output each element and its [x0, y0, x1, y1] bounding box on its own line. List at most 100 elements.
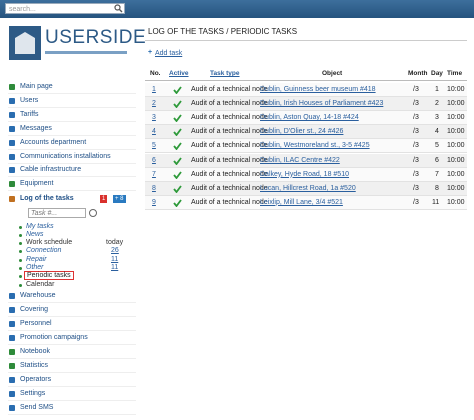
menu-item[interactable]: Main page	[20, 83, 53, 90]
menu-item[interactable]: Users	[20, 96, 39, 104]
submenu-item[interactable]: Other	[26, 264, 44, 271]
row-number[interactable]: 6	[152, 156, 156, 164]
row-number[interactable]: 4	[152, 128, 156, 136]
title-rule	[145, 40, 467, 41]
row-number[interactable]: 9	[152, 198, 156, 206]
table-row	[145, 111, 467, 126]
table-header[interactable]: Active	[169, 70, 189, 77]
menu-icon	[9, 125, 15, 132]
row-number[interactable]: 1	[152, 86, 156, 93]
submenu-count[interactable]: today	[106, 239, 124, 246]
submenu-item[interactable]: Periodic tasks	[24, 271, 74, 280]
search-input[interactable]: search...	[5, 3, 125, 14]
object-link[interactable]: Dalkey, Hyde Road, 18 #510	[260, 170, 349, 178]
object-link[interactable]: Dublin, ILAC Centre #422	[260, 156, 340, 164]
task-type: Audit of a technical node	[191, 184, 268, 192]
table-header: Month	[408, 70, 428, 77]
table-row	[145, 167, 467, 182]
menu-separator	[8, 106, 136, 108]
submenu-item[interactable]: Connection	[26, 247, 62, 254]
month: /3	[413, 198, 419, 206]
menu-icon	[9, 196, 15, 202]
submenu-count[interactable]: 26	[111, 247, 119, 254]
object-link[interactable]: Leixlip, Mill Lane, 3/4 #521	[260, 198, 343, 206]
menu-item[interactable]: Covering	[20, 306, 49, 313]
menu-separator	[8, 134, 136, 136]
task-type: Audit of a technical node	[191, 198, 268, 206]
menu-separator	[8, 330, 136, 331]
object-link[interactable]: Lucan, Hillcrest Road, 1a #520	[260, 184, 356, 192]
month: /3	[413, 142, 419, 150]
row-number[interactable]: 2	[152, 100, 156, 108]
menu-item[interactable]: Communications installations	[20, 152, 111, 160]
submenu-item[interactable]: Work schedule	[26, 239, 73, 246]
day: 1	[435, 86, 439, 93]
menu-item[interactable]: Personnel	[20, 320, 52, 327]
submenu-count[interactable]: 11	[111, 256, 119, 263]
badge-blue[interactable]: + 8	[113, 195, 126, 203]
menu-item[interactable]: Equipment	[20, 180, 54, 188]
check-path	[173, 156, 182, 165]
add-task-link[interactable]: Add task	[155, 50, 183, 57]
table-header: Time	[447, 70, 463, 77]
month: /3	[413, 170, 419, 178]
submenu-item[interactable]: Repair	[26, 256, 47, 263]
menu-item[interactable]: Cable infrastructure	[20, 166, 82, 174]
submenu-bullet	[19, 234, 22, 237]
table-row	[145, 195, 467, 210]
menu-icon	[9, 139, 15, 146]
submenu-item[interactable]: My tasks	[26, 223, 54, 230]
menu-item[interactable]: Send SMS	[20, 404, 54, 411]
object-link[interactable]: Dublin, Aston Quay, 14-18 #424	[260, 114, 359, 122]
menu-item[interactable]: Settings	[20, 390, 46, 397]
active-check	[173, 128, 182, 137]
object-link[interactable]: Dublin, Irish Houses of Parliament #423	[260, 100, 384, 108]
table-row	[145, 83, 467, 97]
menu-item[interactable]: Messages	[20, 124, 52, 132]
day: 5	[435, 142, 439, 150]
submenu-bullet	[19, 284, 22, 287]
table-header[interactable]: Task type	[210, 70, 240, 77]
active-check	[173, 199, 182, 207]
active-check	[173, 142, 182, 151]
task-type: Audit of a technical node	[191, 170, 268, 178]
menu-item[interactable]: Notebook	[20, 348, 50, 355]
menu-item[interactable]: Operators	[20, 376, 52, 383]
badge-red[interactable]: 1	[100, 195, 108, 203]
menu-item[interactable]: Warehouse	[20, 292, 56, 299]
task-search-icon[interactable]	[89, 209, 97, 217]
search-icon[interactable]	[114, 4, 123, 13]
row-number[interactable]: 7	[152, 170, 156, 178]
menu-item[interactable]: Tariffs	[20, 110, 39, 118]
menu-item[interactable]: Log of the tasks	[20, 195, 74, 202]
row-number[interactable]: 3	[152, 114, 156, 122]
add-task-plus[interactable]: +	[148, 49, 153, 56]
menu-separator	[8, 93, 136, 94]
menu-item[interactable]: Statistics	[20, 362, 49, 369]
menu-icon	[9, 84, 15, 90]
object-link[interactable]: Dublin, Guinness beer museum #418	[260, 86, 376, 93]
row-number[interactable]: 5	[152, 142, 156, 150]
row-number[interactable]: 8	[152, 184, 156, 192]
object-link[interactable]: Dublin, Westmoreland st., 3-5 #425	[260, 142, 370, 150]
menu-item[interactable]: Promotion campaigns	[20, 334, 88, 341]
task-search-input[interactable]: Task #...	[28, 208, 86, 218]
menu-icon	[9, 405, 15, 411]
submenu-item[interactable]: Calendar	[26, 281, 55, 288]
menu-separator	[8, 386, 136, 387]
active-check	[173, 156, 182, 165]
menu-icon	[9, 307, 15, 313]
day: 7	[435, 170, 439, 178]
menu-icon	[9, 181, 15, 188]
menu-icon	[9, 391, 15, 397]
month: /3	[413, 114, 419, 122]
submenu-bullet	[19, 242, 22, 245]
day: 2	[435, 100, 439, 108]
object-link[interactable]: Dublin, D'Olier st., 24 #426	[260, 128, 344, 136]
submenu-count[interactable]: 11	[111, 264, 119, 271]
menu-item[interactable]: Accounts department	[20, 138, 87, 146]
submenu-item[interactable]: News	[26, 231, 44, 238]
menu-separator	[8, 148, 136, 150]
menu-separator	[8, 120, 136, 122]
